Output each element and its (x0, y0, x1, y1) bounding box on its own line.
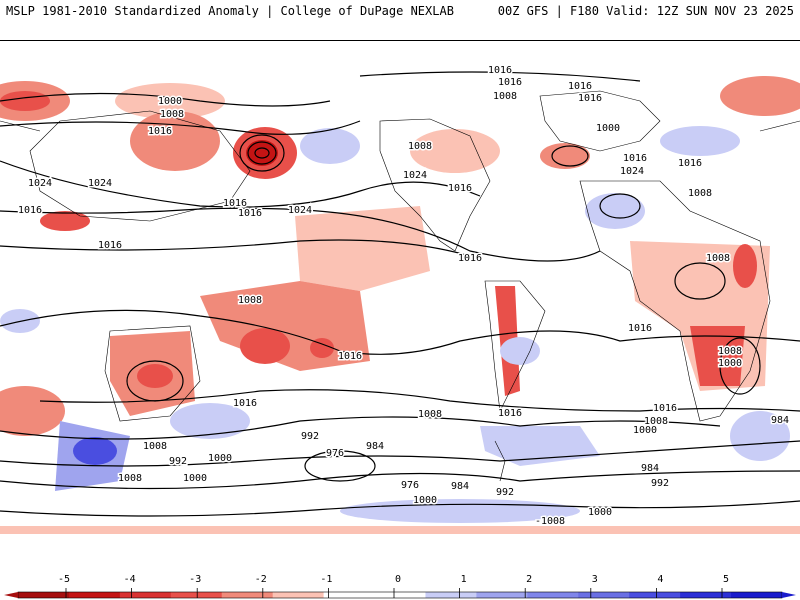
isobar-label: 1016 (623, 153, 647, 164)
colorbar-swatch (374, 592, 426, 598)
isobar-label: 992 (301, 431, 319, 442)
colorbar-swatch (629, 592, 681, 598)
colorbar-swatch (170, 592, 223, 598)
colorbar-tick-label: -4 (124, 574, 136, 585)
isobar-label: 1008 (493, 91, 517, 102)
colorbar-tick-label: 4 (657, 574, 663, 585)
colorbar-tick-label: -1 (320, 574, 332, 585)
anomaly-colorbar: -5 -4 -3 -2 -1 0 1 2 3 4 5 (4, 574, 796, 599)
colorbar-tick-label: -3 (189, 574, 201, 585)
colorbar-swatch (731, 592, 783, 598)
isobar-label: 1024 (403, 170, 427, 181)
isobar-label: 1016 (488, 65, 512, 76)
isobar-label: 1016 (568, 81, 592, 92)
isobar-label: 1008 (238, 295, 262, 306)
isobar-label: 1000 (413, 495, 437, 506)
colorbar-swatch (527, 592, 579, 598)
isobar-label: 1016 (18, 205, 42, 216)
colorbar-swatch (323, 592, 376, 598)
map-title: MSLP 1981-2010 Standardized Anomaly | Co… (6, 4, 454, 18)
colorbar-swatch (680, 592, 732, 598)
isobar-label: -1008 (535, 516, 565, 527)
isobar-label: 1008 (118, 473, 142, 484)
colorbar-tick-label: -5 (58, 574, 70, 585)
isobar-label: 1016 (98, 240, 122, 251)
isobar-label: 1016 (578, 93, 602, 104)
isobar-label: 1016 (233, 398, 257, 409)
isobar-label: 984 (641, 463, 659, 474)
isobar-label: 1016 (448, 183, 472, 194)
colorbar-swatch (18, 592, 70, 598)
colorbar-swatches (4, 591, 796, 599)
colorbar-tick-label: -2 (255, 574, 267, 585)
isobar-label: 1000 (718, 358, 742, 369)
isobar-label: 1008 (688, 188, 712, 199)
colorbar-swatch (476, 592, 528, 598)
isobar-label: 1008 (160, 109, 184, 120)
isobar-label: 992 (496, 487, 514, 498)
isobar-label: 1016 (653, 403, 677, 414)
isobar-label: 984 (451, 481, 469, 492)
isobar-label: 984 (366, 441, 384, 452)
isobar-label: 1008 (718, 346, 742, 357)
isobar-label: 1000 (596, 123, 620, 134)
colorbar-tick-label: 1 (461, 574, 467, 585)
colorbar-swatch (272, 592, 325, 598)
isobar-label: 984 (771, 415, 789, 426)
isobar-label: 1024 (28, 178, 52, 189)
isobar-label: 1008 (644, 416, 668, 427)
isobar-label: 1024 (288, 205, 312, 216)
isobar-label: 1016 (223, 198, 247, 209)
isobar-label: 1016 (238, 208, 262, 219)
isobar-contours (0, 71, 800, 517)
isobar-labels: 1016101610081016101610001008101610081024… (16, 64, 790, 529)
isobar-label: 1000 (633, 425, 657, 436)
colorbar-swatch (119, 592, 172, 598)
isobar-label: 1016 (628, 323, 652, 334)
colorbar-min-arrow (4, 592, 18, 598)
isobar-label: 1016 (148, 126, 172, 137)
colorbar-swatch (221, 592, 274, 598)
isobar-label: 976 (326, 448, 344, 459)
isobar-label: 1008 (143, 441, 167, 452)
isobar-label: 1016 (498, 77, 522, 88)
colorbar-tick-label: 3 (592, 574, 598, 585)
isobar-label: 1000 (208, 453, 232, 464)
isobar-label: 1000 (183, 473, 207, 484)
isobar-label: 1016 (678, 158, 702, 169)
isobar-label: 976 (401, 480, 419, 491)
model-run-info: 00Z GFS | F180 Valid: 12Z SUN NOV 23 202… (497, 4, 794, 18)
isobar-label: 992 (651, 478, 669, 489)
isobar-label: 1008 (418, 409, 442, 420)
colorbar-tick-label: 5 (723, 574, 729, 585)
anomaly-map: 1016 1016 1008 1016 1016 1000 1008 1016 1008 1024… (0, 40, 800, 536)
isobar-label: 1024 (88, 178, 112, 189)
isobar-label: 1000 (158, 96, 182, 107)
colorbar-swatch (578, 592, 630, 598)
colorbar-max-arrow (782, 592, 796, 598)
isobar-label: 1008 (408, 141, 432, 152)
colorbar-tick-label: 2 (526, 574, 532, 585)
isobar-label: 1016 (458, 253, 482, 264)
isobar-label: 1024 (620, 166, 644, 177)
isobar-label: 992 (169, 456, 187, 467)
colorbar-swatch (68, 592, 121, 598)
colorbar-tick-label: 0 (395, 574, 401, 585)
isobar-label: 1016 (498, 408, 522, 419)
map-canvas: 1016101610081016101610001008101610081024… (0, 41, 800, 536)
colorbar-ticks: -5 -4 -3 -2 -1 0 1 2 3 4 5 (58, 574, 729, 598)
isobar-label: 1000 (588, 507, 612, 518)
negative-anomaly-shading (0, 76, 800, 534)
colorbar-swatch (425, 592, 477, 598)
isobar-label: 1008 (706, 253, 730, 264)
isobar-label: 1016 (338, 351, 362, 362)
coastlines (0, 90, 800, 482)
